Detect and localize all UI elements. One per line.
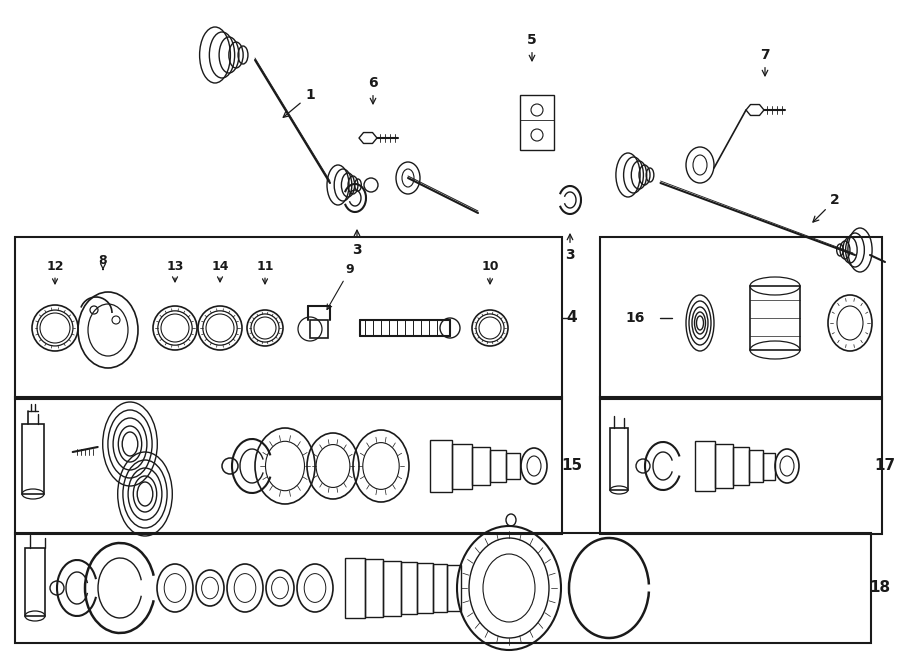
- Text: 3: 3: [352, 230, 362, 257]
- Text: 8: 8: [99, 254, 107, 270]
- Bar: [600, 237, 882, 399]
- Bar: [447, 565, 461, 611]
- Text: 12: 12: [46, 260, 64, 284]
- Bar: [15, 237, 562, 399]
- Bar: [506, 453, 520, 479]
- Text: 7: 7: [760, 48, 770, 76]
- Bar: [763, 453, 775, 480]
- Bar: [520, 95, 554, 150]
- Text: 15: 15: [562, 459, 582, 473]
- Text: 1: 1: [284, 88, 315, 117]
- Text: 10: 10: [482, 260, 499, 284]
- Text: 14: 14: [212, 260, 229, 282]
- Bar: [695, 441, 715, 491]
- Text: 6: 6: [368, 76, 378, 104]
- Text: 18: 18: [869, 580, 891, 596]
- Bar: [452, 444, 472, 489]
- Bar: [25, 548, 45, 616]
- Bar: [610, 428, 628, 490]
- Bar: [715, 444, 733, 488]
- Bar: [490, 450, 506, 482]
- Bar: [472, 447, 490, 485]
- Bar: [383, 561, 401, 616]
- Text: 4: 4: [567, 311, 577, 325]
- Text: 9: 9: [327, 263, 355, 309]
- Text: 11: 11: [256, 260, 274, 284]
- Text: 5: 5: [527, 33, 537, 61]
- Text: 2: 2: [813, 193, 840, 222]
- Text: 13: 13: [166, 260, 184, 282]
- Bar: [345, 558, 365, 618]
- Text: 3: 3: [565, 234, 575, 262]
- Bar: [401, 562, 417, 614]
- Bar: [310, 320, 328, 338]
- Bar: [430, 440, 452, 492]
- Bar: [15, 533, 871, 643]
- Bar: [15, 397, 562, 534]
- Bar: [433, 564, 447, 612]
- Text: 17: 17: [875, 459, 896, 473]
- Text: 16: 16: [626, 311, 644, 325]
- Bar: [600, 397, 882, 534]
- Bar: [749, 450, 763, 482]
- Bar: [365, 559, 383, 617]
- Bar: [750, 286, 800, 350]
- Bar: [22, 424, 44, 494]
- Bar: [417, 563, 433, 613]
- Bar: [733, 447, 749, 485]
